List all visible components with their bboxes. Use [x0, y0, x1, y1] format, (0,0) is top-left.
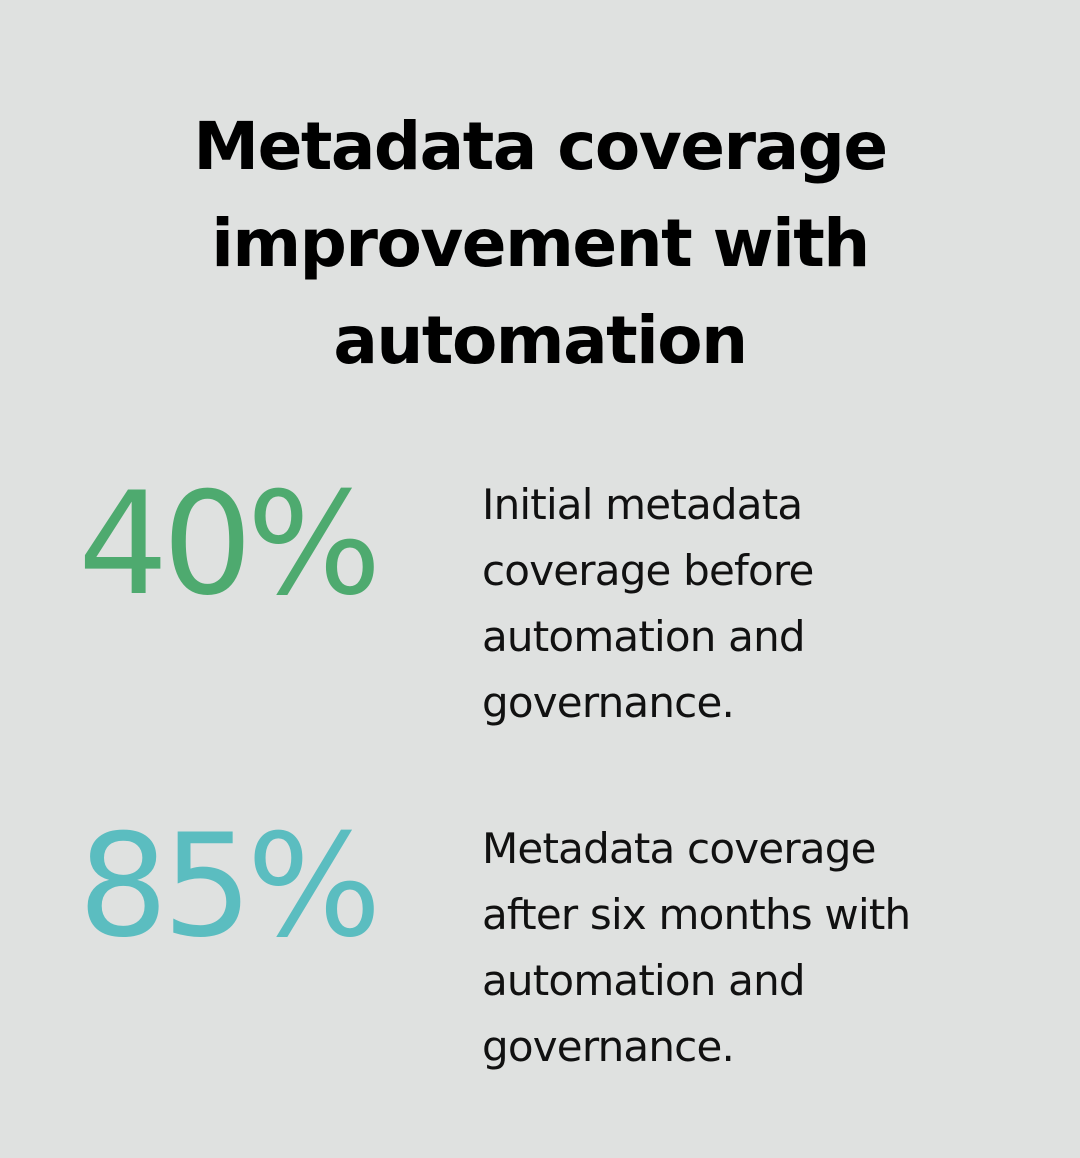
description-line: Initial metadata — [482, 480, 803, 529]
title-line: automation — [333, 302, 748, 379]
page-title: Metadata coverage improvement with autom… — [0, 98, 1080, 389]
description-line: automation and — [482, 612, 806, 661]
description-line: after six months with — [482, 890, 911, 939]
description-line: coverage before — [482, 546, 814, 595]
title-line: improvement with — [211, 205, 870, 282]
stat-description: Initial metadata coverage before automat… — [482, 472, 952, 736]
description-line: Metadata coverage — [482, 824, 876, 873]
description-line: governance. — [482, 1022, 735, 1071]
description-line: automation and — [482, 956, 806, 1005]
stat-description: Metadata coverage after six months with … — [482, 816, 952, 1080]
title-line: Metadata coverage — [193, 108, 888, 185]
stat-value: 85% — [78, 804, 382, 969]
description-line: governance. — [482, 678, 735, 727]
stat-value: 40% — [78, 462, 382, 627]
